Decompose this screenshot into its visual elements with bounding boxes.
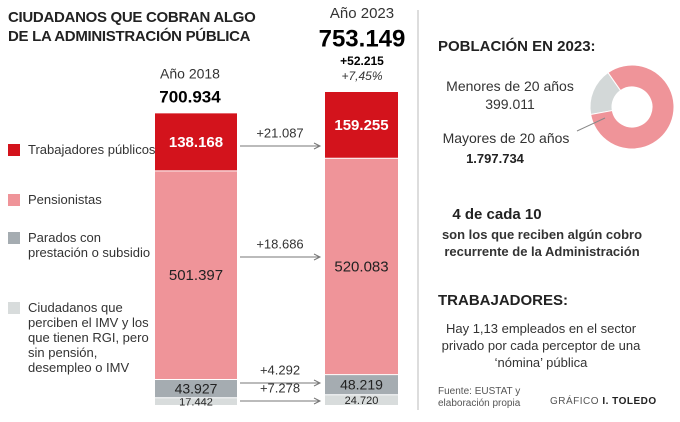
credit: GRÁFICO I. TOLEDO bbox=[550, 396, 657, 407]
change-label: +21.087 bbox=[256, 125, 303, 140]
workers-text: Hay 1,13 empleados en el sector privado … bbox=[441, 321, 641, 370]
credit-author: I. TOLEDO bbox=[602, 396, 657, 407]
legend-label: Pensionistas bbox=[28, 192, 102, 207]
bar-segment bbox=[155, 379, 237, 398]
category-label: Año 2018 bbox=[160, 66, 220, 82]
value-label: 48.219 bbox=[340, 376, 383, 392]
value-label: 520.083 bbox=[334, 258, 388, 275]
arrow-head bbox=[313, 379, 322, 387]
change-label: +7.278 bbox=[260, 380, 300, 395]
arrow-head bbox=[313, 142, 322, 150]
legend-swatch bbox=[8, 144, 20, 156]
change-label: +18.686 bbox=[256, 236, 303, 251]
legend-label: Ciudadanos que perciben el IMV y los que… bbox=[28, 300, 149, 375]
legend-swatch bbox=[8, 232, 20, 244]
arrow-head bbox=[313, 253, 322, 261]
value-label: 17.442 bbox=[179, 396, 213, 408]
value-label: 24.720 bbox=[345, 395, 379, 407]
bar-segment bbox=[155, 170, 237, 380]
total-label: 700.934 bbox=[159, 87, 221, 106]
bar-segment bbox=[155, 113, 237, 171]
donut-title: POBLACIÓN EN 2023: bbox=[438, 38, 596, 55]
leader-line bbox=[576, 117, 606, 132]
arrow-head bbox=[313, 397, 322, 405]
bar-segment bbox=[325, 394, 398, 405]
donut-value: 399.011 bbox=[485, 96, 535, 112]
value-label: 159.255 bbox=[334, 117, 388, 134]
donut-value: 1.797.734 bbox=[466, 151, 524, 166]
bar-segment bbox=[325, 92, 398, 159]
legend-swatch bbox=[8, 302, 20, 314]
legend-label: Trabajadores públicos bbox=[28, 142, 156, 157]
value-label: 138.168 bbox=[169, 134, 223, 151]
workers-title: TRABAJADORES: bbox=[438, 292, 569, 309]
donut-label: Mayores de 20 años bbox=[442, 130, 570, 146]
total-label: 753.149 bbox=[319, 25, 406, 52]
donut-label: Menores de 20 años bbox=[446, 78, 574, 94]
donut-slice bbox=[590, 64, 675, 150]
bar-segment bbox=[325, 374, 398, 395]
total-change-pct: +7,45% bbox=[341, 69, 382, 83]
legend-swatch bbox=[8, 194, 20, 206]
credit-prefix: GRÁFICO bbox=[550, 396, 600, 407]
source: Fuente: EUSTAT y elaboración propia bbox=[438, 386, 521, 409]
headline: 4 de cada 10 bbox=[452, 206, 542, 223]
bar-segment bbox=[155, 397, 237, 405]
legend-label: Parados con prestación o subsidio bbox=[28, 230, 151, 260]
bar-segment bbox=[325, 158, 398, 375]
value-label: 501.397 bbox=[169, 267, 223, 284]
value-label: 43.927 bbox=[175, 380, 218, 396]
highlight-text: son los que reciben algún cobro recurren… bbox=[441, 227, 643, 259]
change-label: +4.292 bbox=[260, 362, 300, 377]
chart-title: CIUDADANOS QUE COBRAN ALGO DE LA ADMINIS… bbox=[8, 9, 256, 45]
category-label: Año 2023 bbox=[330, 5, 394, 22]
total-change: +52.215 bbox=[340, 54, 384, 68]
